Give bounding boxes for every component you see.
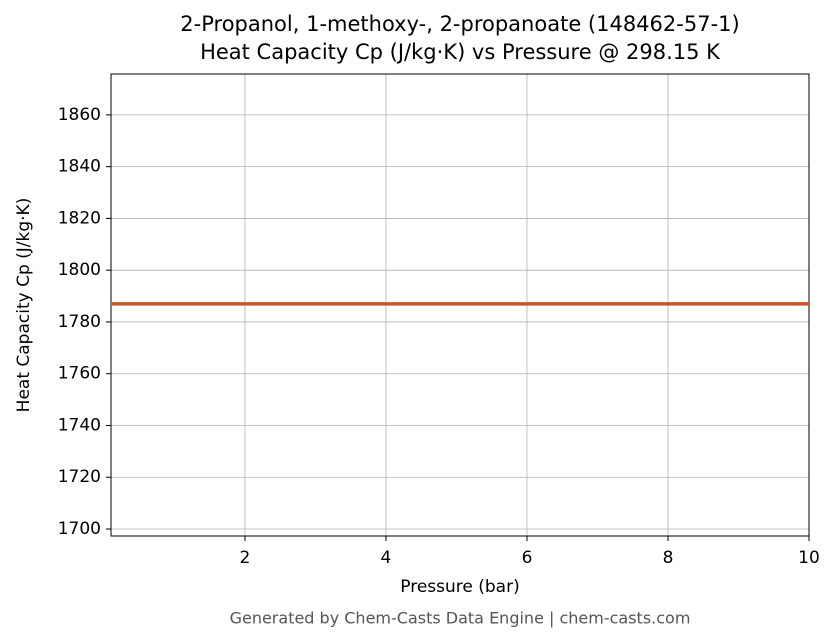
y-tick-label: 1820	[58, 208, 101, 228]
y-tick-label: 1720	[58, 467, 101, 487]
x-tick-label: 4	[381, 548, 392, 568]
y-tick-label: 1860	[58, 105, 101, 125]
y-tick-label: 1760	[58, 364, 101, 384]
x-tick-label: 6	[522, 548, 533, 568]
y-tick-label: 1800	[58, 260, 101, 280]
x-tick-label: 8	[663, 548, 674, 568]
y-tick-label: 1780	[58, 312, 101, 332]
y-axis-label: Heat Capacity Cp (J/kg·K)	[14, 198, 34, 413]
y-tick-label: 1740	[58, 415, 101, 435]
y-tick-label: 1840	[58, 157, 101, 177]
chart-subtitle: Heat Capacity Cp (J/kg·K) vs Pressure @ …	[200, 40, 721, 64]
x-tick-label: 2	[240, 548, 251, 568]
x-axis-label: Pressure (bar)	[400, 577, 519, 597]
x-tick-label: 10	[798, 548, 820, 568]
chart-title: 2-Propanol, 1-methoxy-, 2-propanoate (14…	[180, 12, 739, 36]
footer: Generated by Chem-Casts Data Engine | ch…	[230, 609, 691, 628]
y-tick-label: 1700	[58, 519, 101, 539]
